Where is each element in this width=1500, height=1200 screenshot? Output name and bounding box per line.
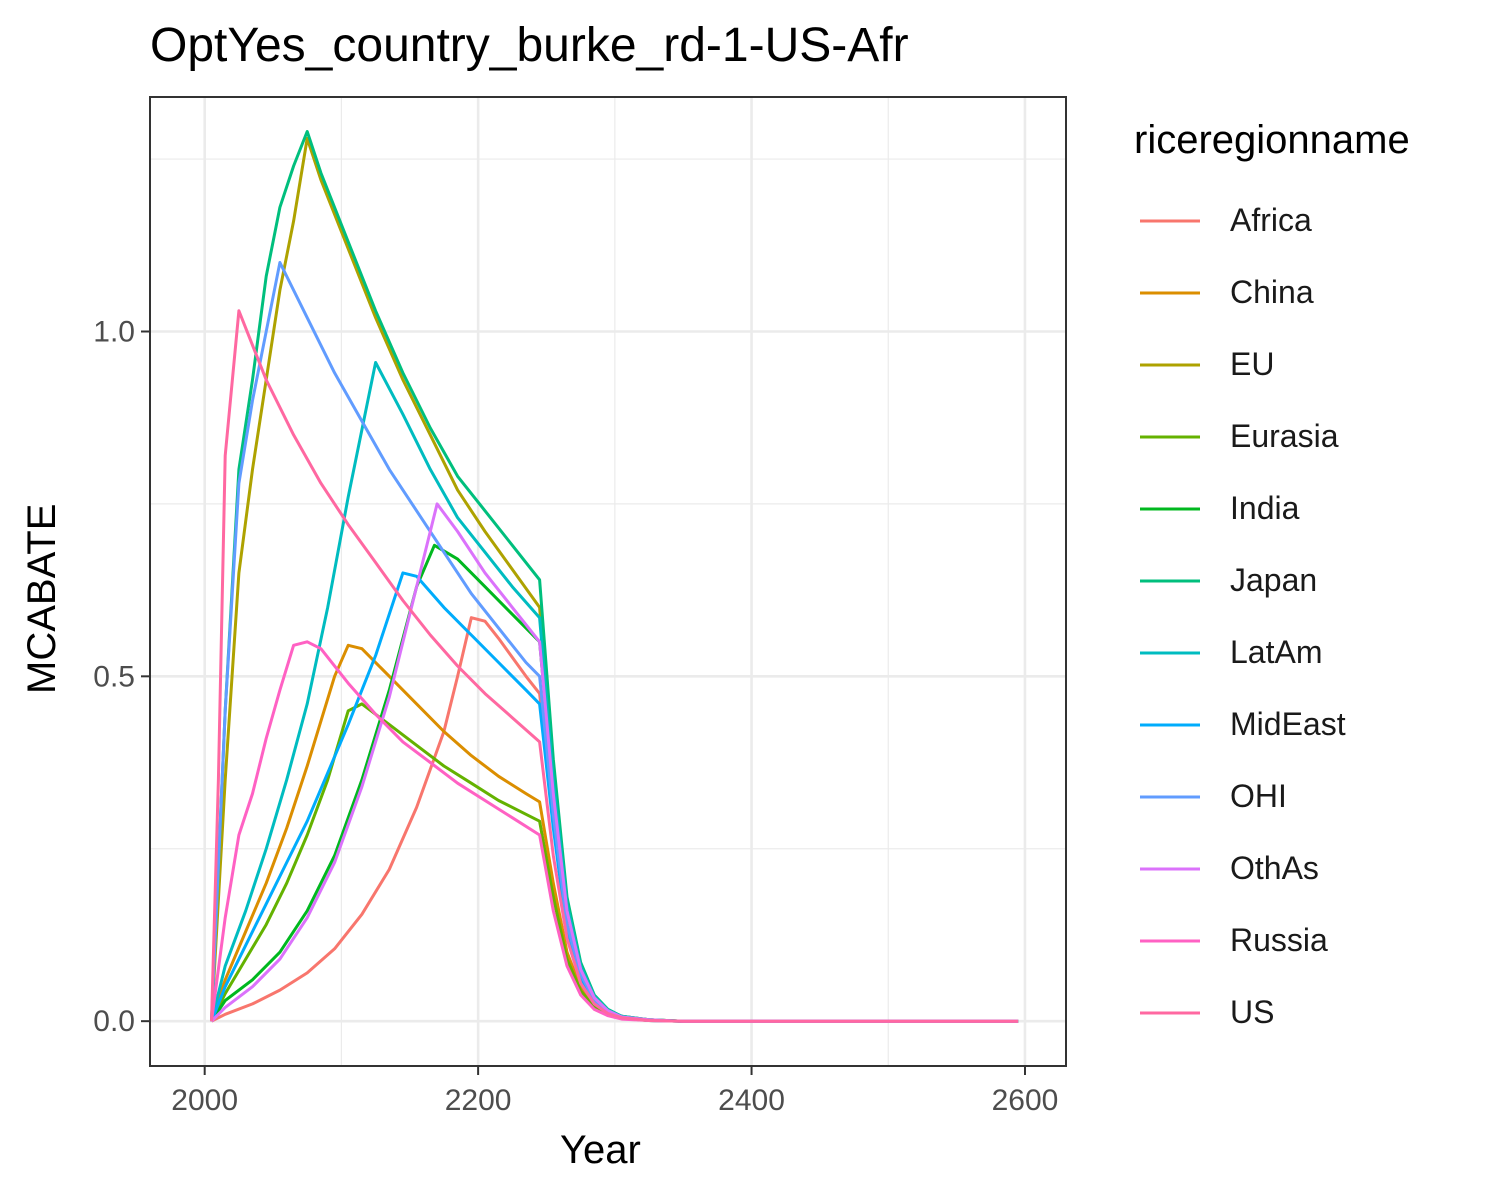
y-axis-ticks: 0.0 0.5 1.0: [93, 315, 150, 1038]
x-tick-label: 2000: [171, 1084, 238, 1117]
legend-label-eu: EU: [1230, 346, 1275, 382]
x-axis-label: Year: [560, 1128, 641, 1172]
legend-label-china: China: [1230, 274, 1314, 310]
y-tick-label: 0.0: [93, 1005, 135, 1038]
plot-background: [150, 97, 1066, 1066]
series-lines: [210, 130, 1019, 1023]
chart-title: OptYes_country_burke_rd-1-US-Afr: [150, 19, 909, 72]
x-tick-label: 2200: [445, 1084, 512, 1117]
legend-label-latam: LatAm: [1230, 634, 1323, 670]
legend-label-africa: Africa: [1230, 202, 1312, 238]
legend-label-eurasia: Eurasia: [1230, 418, 1339, 454]
legend-keys: [1140, 219, 1200, 1015]
legend-title: riceregionname: [1134, 118, 1410, 162]
legend-label-us: US: [1230, 994, 1275, 1030]
series-line-russia: [210, 640, 1019, 1023]
legend-label-russia: Russia: [1230, 922, 1328, 958]
series-line-us: [210, 309, 1019, 1023]
series-line-othas: [210, 502, 1019, 1023]
x-axis-ticks: 2000 2200 2400 2600: [171, 1066, 1058, 1117]
legend-label-mideast: MidEast: [1230, 706, 1346, 742]
y-axis-label: MCABATE: [20, 503, 64, 694]
legend-label-japan: Japan: [1230, 562, 1318, 598]
y-tick-label: 0.5: [93, 660, 135, 693]
x-tick-label: 2600: [992, 1084, 1059, 1117]
legend-label-othas: OthAs: [1230, 850, 1319, 886]
major-gridlines: [150, 97, 1066, 1066]
y-tick-label: 1.0: [93, 315, 135, 348]
x-tick-label: 2400: [718, 1084, 785, 1117]
legend-label-india: India: [1230, 490, 1300, 526]
plot-border: [149, 96, 1067, 1067]
legend-label-ohi: OHI: [1230, 778, 1287, 814]
